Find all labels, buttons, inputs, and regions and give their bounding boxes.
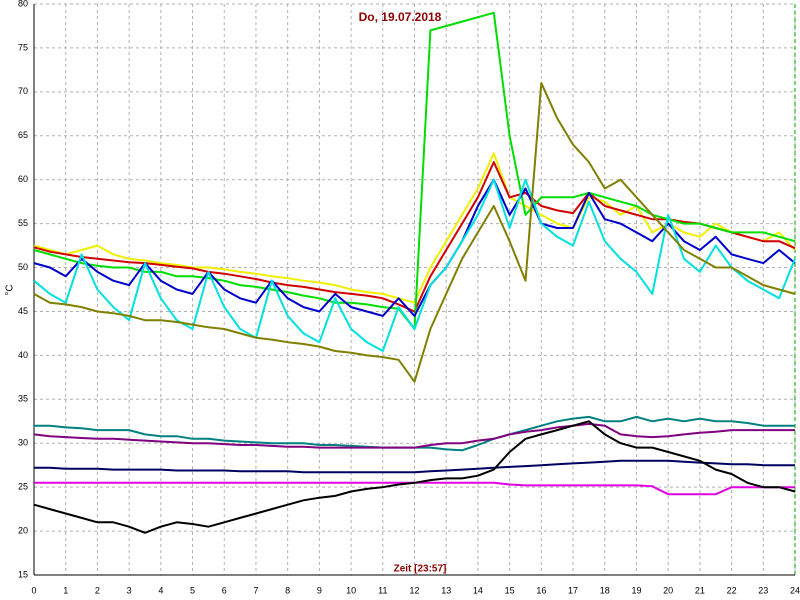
x-tick-label: 7: [253, 585, 258, 595]
x-tick-label: 1: [63, 585, 68, 595]
series-line: [33, 178, 796, 317]
y-tick-label: 55: [18, 218, 28, 228]
y-axis-label: °C: [5, 284, 16, 295]
x-tick-label: 17: [568, 585, 578, 595]
series-line: [33, 178, 796, 352]
x-tick-label: 2: [95, 585, 100, 595]
x-tick-label: 19: [631, 585, 641, 595]
x-tick-label: 14: [473, 585, 483, 595]
chart-title: Do, 19.07.2018: [359, 10, 442, 24]
series-line: [33, 422, 795, 449]
y-tick-label: 60: [18, 174, 28, 184]
x-tick-label: 6: [222, 585, 227, 595]
y-tick-label: 20: [18, 525, 28, 535]
y-tick-label: 75: [18, 42, 28, 52]
x-tick-label: 13: [441, 585, 451, 595]
x-tick-label: 23: [758, 585, 768, 595]
y-tick-label: 50: [18, 262, 28, 272]
x-tick-label: 3: [127, 585, 132, 595]
series-line: [33, 420, 796, 534]
x-tick-label: 24: [790, 585, 800, 595]
x-tick-label: 9: [317, 585, 322, 595]
y-tick-label: 30: [18, 438, 28, 448]
y-tick-label: 40: [18, 350, 28, 360]
y-tick-label: 35: [18, 394, 28, 404]
y-tick-label: 25: [18, 482, 28, 492]
x-tick-label: 10: [346, 585, 356, 595]
x-tick-label: 0: [31, 585, 36, 595]
y-tick-label: 15: [18, 569, 28, 579]
y-tick-label: 80: [18, 0, 28, 8]
x-axis-label: Zeit [23:57]: [394, 564, 447, 575]
x-tick-label: 4: [158, 585, 163, 595]
x-tick-label: 21: [695, 585, 705, 595]
x-tick-label: 5: [190, 585, 195, 595]
y-tick-label: 70: [18, 86, 28, 96]
x-tick-label: 18: [600, 585, 610, 595]
x-tick-label: 15: [505, 585, 515, 595]
series-line: [33, 82, 796, 383]
y-tick-label: 45: [18, 306, 28, 316]
x-tick-label: 11: [378, 585, 387, 595]
x-tick-label: 20: [663, 585, 673, 595]
x-tick-label: 22: [727, 585, 737, 595]
x-tick-label: 12: [409, 585, 419, 595]
x-tick-label: 16: [536, 585, 546, 595]
x-tick-label: 8: [285, 585, 290, 595]
series-line: [34, 459, 795, 474]
y-tick-label: 65: [18, 130, 28, 140]
